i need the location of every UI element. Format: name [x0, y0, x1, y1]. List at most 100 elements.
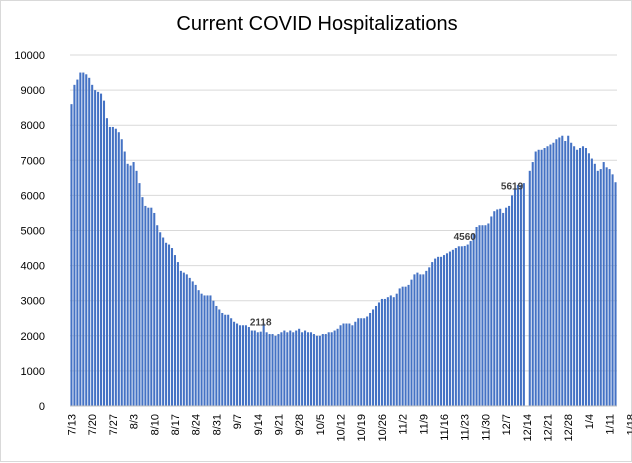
- x-tick-label: 8/17: [170, 414, 182, 435]
- bar: [357, 318, 360, 406]
- bar: [283, 330, 286, 406]
- x-tick-label: 12/21: [543, 414, 555, 442]
- bar: [472, 234, 475, 406]
- bar: [487, 223, 490, 406]
- data-label: 2118: [250, 318, 272, 329]
- bar: [576, 149, 579, 406]
- bar: [197, 290, 200, 406]
- bar: [380, 298, 383, 406]
- bar: [511, 195, 514, 406]
- data-label: 6375: [628, 1, 632, 4]
- x-tick-label: 1/4: [584, 414, 596, 429]
- bar: [76, 79, 79, 406]
- bar: [451, 249, 454, 406]
- chart-title: Current COVID Hospitalizations: [176, 13, 458, 35]
- bar: [97, 91, 100, 406]
- bar: [168, 244, 171, 406]
- x-tick-label: 11/9: [418, 414, 430, 435]
- bar: [608, 169, 611, 406]
- bar: [534, 151, 537, 406]
- bar-series: [70, 72, 617, 407]
- bar: [561, 135, 564, 407]
- bar: [431, 262, 434, 406]
- bar: [484, 225, 487, 406]
- bar: [135, 170, 138, 406]
- bar: [153, 212, 156, 406]
- bar: [558, 137, 561, 407]
- bar: [363, 318, 366, 406]
- x-tick-label: 1/11: [605, 414, 617, 435]
- bar: [490, 216, 493, 406]
- x-tick-label: 7/27: [108, 414, 120, 435]
- bar: [386, 297, 389, 406]
- bar: [91, 84, 94, 407]
- bar: [348, 323, 351, 406]
- bar: [304, 330, 307, 406]
- bar: [111, 126, 114, 406]
- bar: [70, 104, 73, 406]
- bar: [327, 332, 330, 406]
- y-tick-label: 7000: [21, 155, 45, 167]
- bar: [460, 246, 463, 406]
- bar: [345, 323, 348, 406]
- bar: [312, 334, 315, 406]
- bar: [573, 146, 576, 406]
- bar: [374, 305, 378, 406]
- bar: [165, 242, 168, 406]
- bar: [253, 330, 256, 406]
- x-tick-label: 9/21: [273, 414, 285, 435]
- bar: [611, 174, 614, 406]
- bar: [351, 325, 354, 406]
- bar: [227, 314, 230, 406]
- x-tick-label: 7/13: [66, 414, 78, 435]
- bar: [100, 93, 103, 407]
- bar: [185, 274, 188, 406]
- bar: [144, 205, 147, 406]
- x-tick-label: 10/19: [356, 414, 368, 442]
- bar: [324, 334, 327, 406]
- bar: [236, 323, 239, 406]
- x-tick-label: 9/28: [294, 414, 306, 435]
- bar: [389, 295, 392, 406]
- bar: [448, 251, 451, 406]
- bar: [614, 182, 617, 406]
- bar: [162, 237, 165, 406]
- bar: [117, 132, 120, 406]
- x-tick-label: 8/24: [191, 414, 203, 435]
- bar: [191, 281, 194, 406]
- bar: [567, 135, 570, 407]
- bar: [147, 207, 150, 406]
- bar: [141, 197, 144, 406]
- bar: [593, 163, 596, 406]
- bar: [268, 334, 271, 406]
- bar: [360, 318, 363, 406]
- y-tick-label: 10000: [14, 50, 45, 62]
- bar: [306, 332, 310, 406]
- bar: [114, 128, 117, 406]
- bar: [194, 284, 197, 406]
- x-tick-label: 9/7: [232, 414, 244, 429]
- bar: [271, 334, 274, 406]
- bar: [339, 325, 342, 406]
- data-label: 4560: [454, 232, 477, 243]
- bar: [330, 332, 333, 406]
- bar: [259, 331, 262, 406]
- bar: [309, 332, 313, 406]
- x-tick-label: 11/23: [460, 414, 472, 441]
- bar: [434, 258, 437, 406]
- bar: [419, 274, 422, 406]
- x-tick-label: 7/20: [87, 414, 99, 435]
- data-label: 5619: [501, 181, 524, 192]
- x-tick-label: 12/28: [563, 414, 575, 442]
- bar: [182, 272, 185, 406]
- bar: [499, 208, 502, 406]
- bar: [274, 335, 277, 406]
- bar: [286, 332, 289, 406]
- y-tick-label: 4000: [21, 261, 45, 273]
- bar: [85, 74, 88, 407]
- bar: [445, 253, 449, 406]
- bar: [173, 255, 176, 406]
- bar: [138, 183, 141, 406]
- bar: [79, 72, 82, 407]
